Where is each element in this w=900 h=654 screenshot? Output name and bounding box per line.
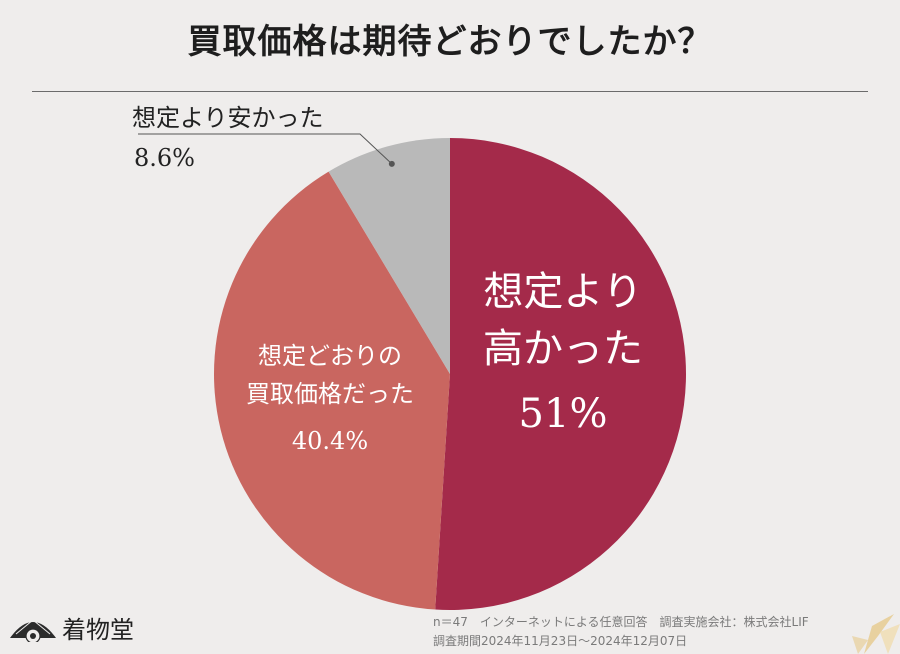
pie-slice [435,138,687,610]
survey-period: 調査期間2024年11月23日～2024年12月07日 [433,634,688,648]
brand-logo: 着物堂 [6,606,156,646]
fan-icon [10,619,56,642]
slice-label: 買取価格だった [246,380,414,408]
survey-note: n＝47 インターネットによる任意回答 調査実施会社：株式会社LIF [433,615,809,629]
leaf-icon [852,614,900,654]
slice-label: 想定より安かった [132,104,324,132]
pie-slice [214,171,450,610]
callout-dot [388,160,395,167]
title-divider [32,91,868,92]
slice-value: 8.6% [134,144,195,172]
callout-line [138,133,393,165]
page-title: 買取価格は期待どおりでしたか？ [187,22,713,62]
slice-value: 51% [519,391,608,437]
pie-slice [328,138,450,374]
slice-label: 想定より [483,269,642,315]
slice-value: 40.4% [292,427,368,455]
brand-name: 着物堂 [62,616,134,644]
slice-label: 高かった [483,326,643,372]
slice-label: 想定どおりの [258,342,402,370]
